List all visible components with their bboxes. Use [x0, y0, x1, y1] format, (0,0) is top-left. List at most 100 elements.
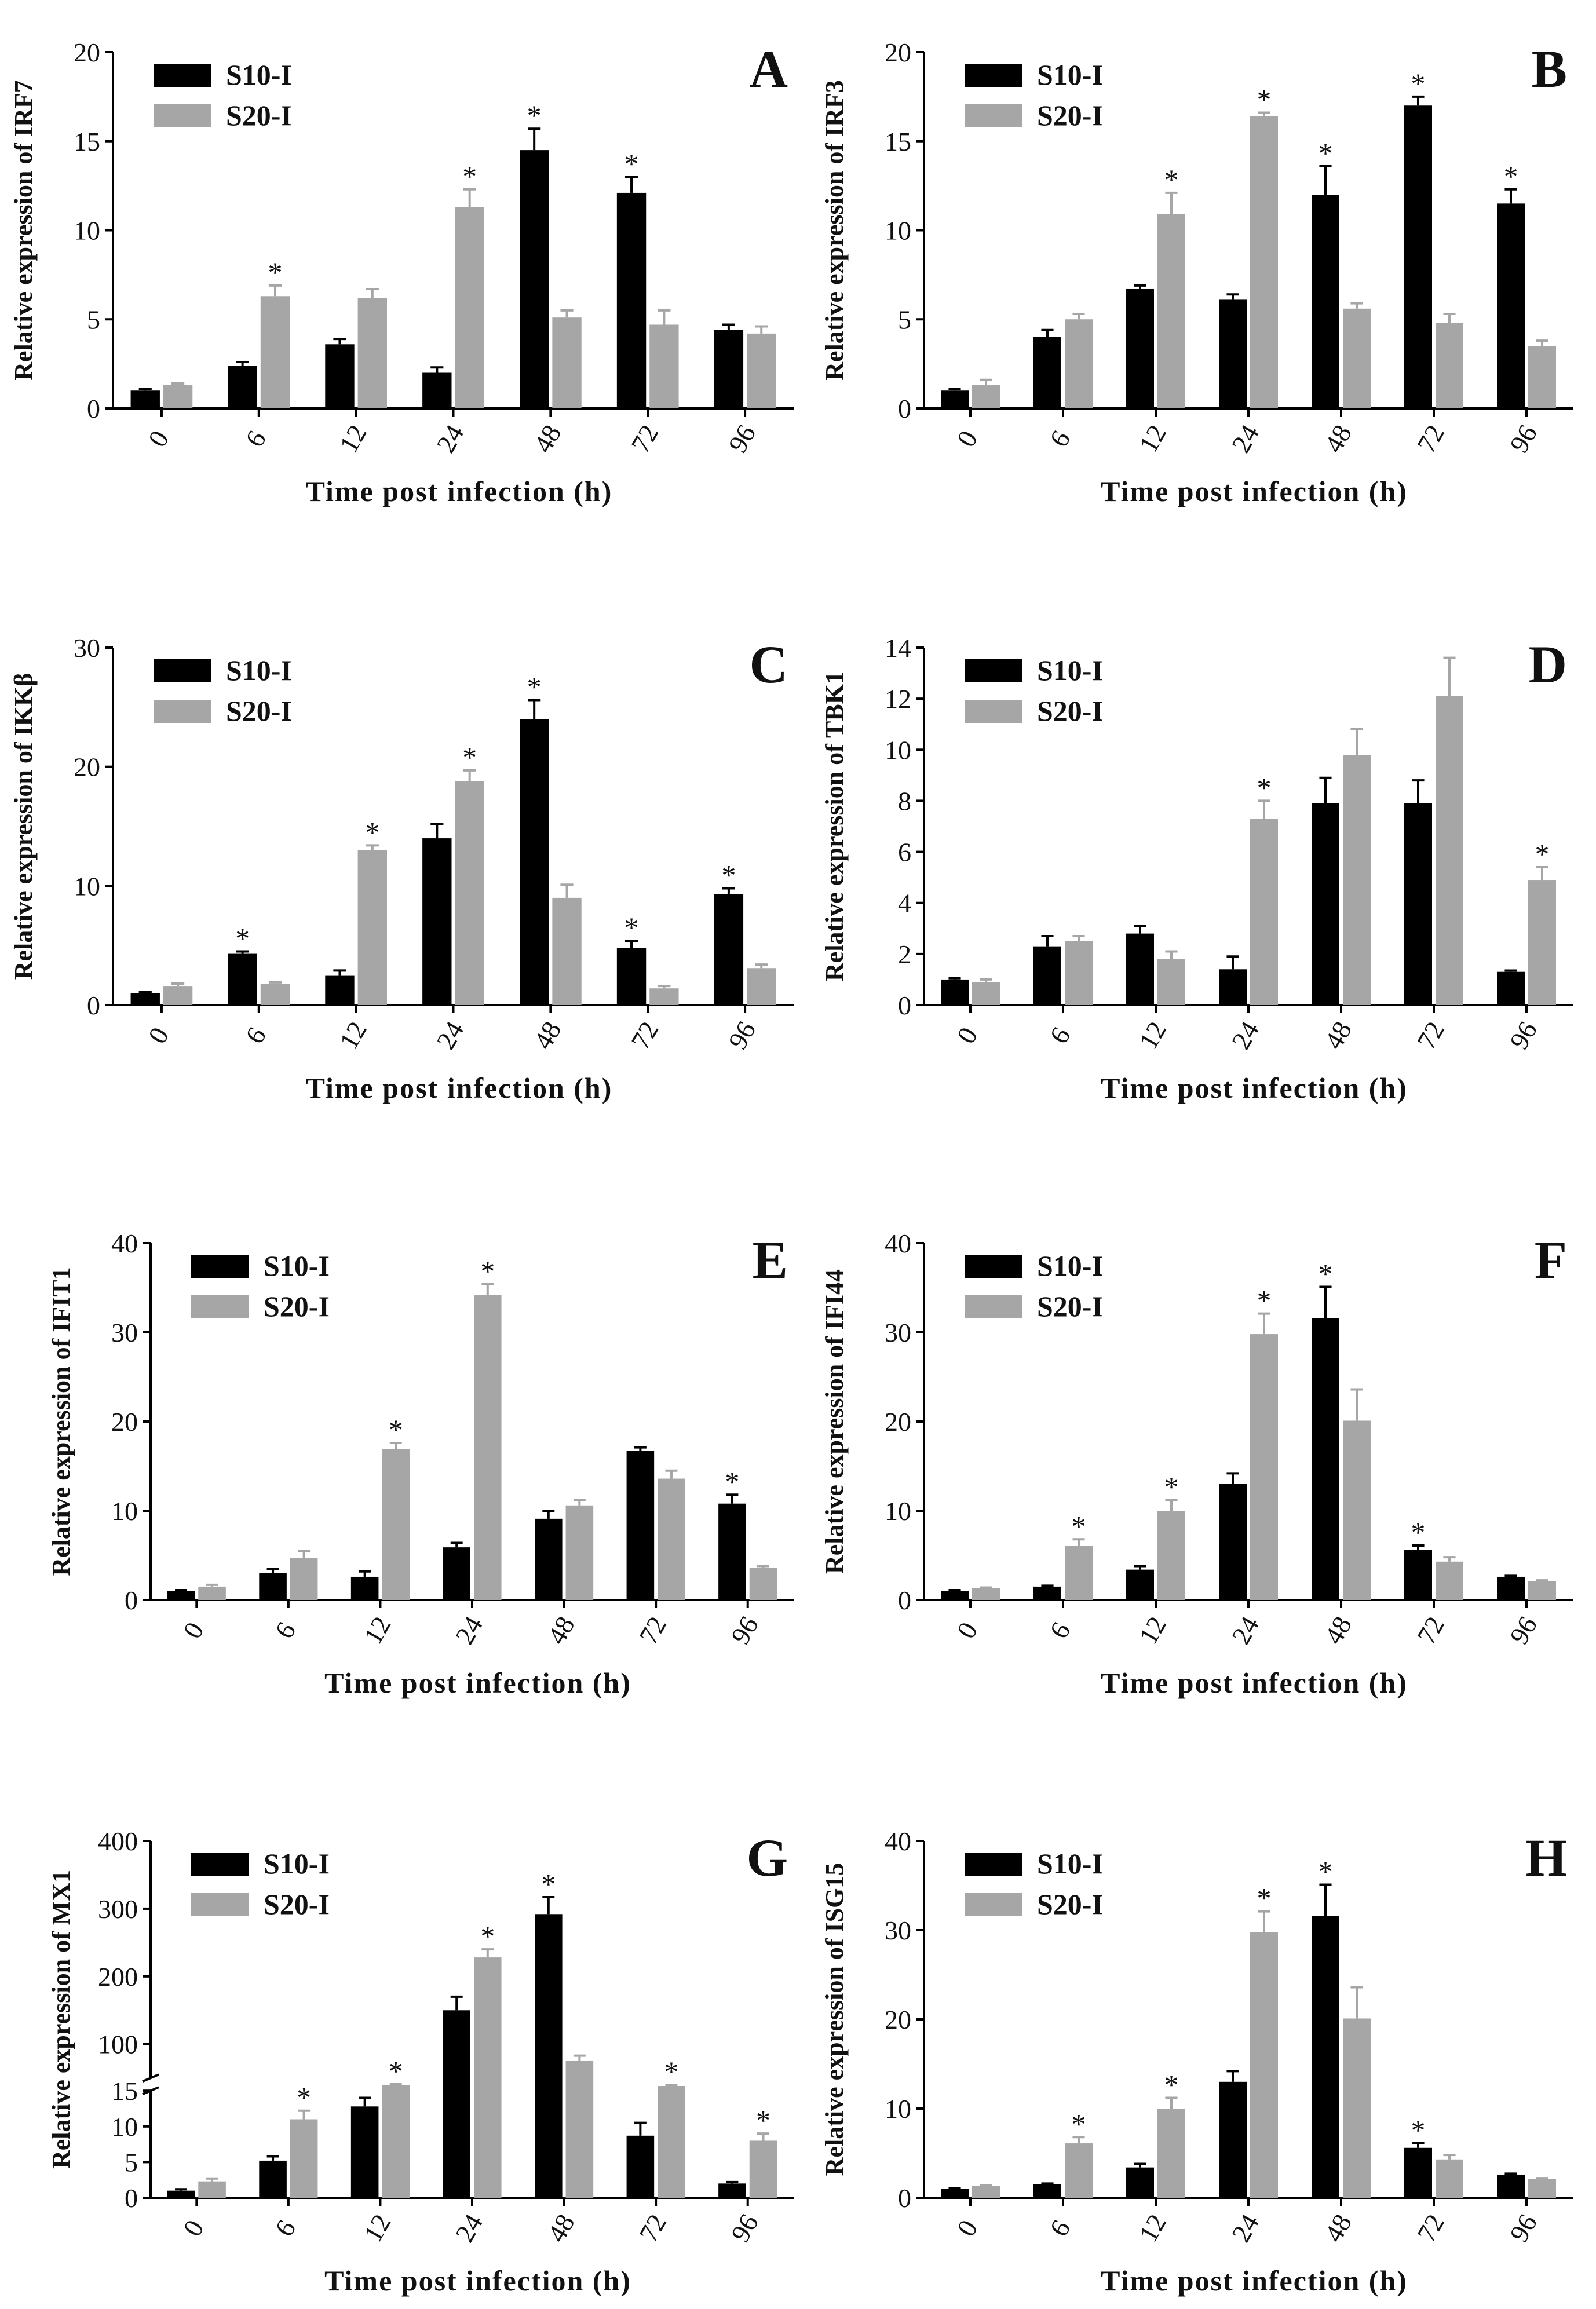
- legend-label-S10-I: S10-I: [1037, 1250, 1103, 1282]
- x-tick-label: 12: [1133, 1612, 1172, 1649]
- significance-star: *: [624, 911, 639, 944]
- bar-S10-I-48: [535, 1518, 563, 1600]
- x-tick-label: 0: [177, 1617, 210, 1643]
- bar-S20-I-96: [1528, 1581, 1556, 1600]
- x-tick-label: 48: [528, 420, 567, 458]
- bar-S10-I-12: [325, 344, 355, 408]
- bar-S10-I-72: [626, 1451, 655, 1600]
- legend-swatch-S10-I: [965, 1255, 1022, 1278]
- significance-star: *: [1257, 1284, 1272, 1317]
- x-tick-label: 72: [1411, 1017, 1450, 1054]
- x-tick-label: 48: [1319, 1017, 1357, 1054]
- bar-S10-I-72: [1404, 105, 1432, 408]
- y-axis-label: Relative expression of IRF3: [820, 80, 849, 381]
- y-tick-label: 10: [111, 2112, 138, 2142]
- x-tick-label: 0: [951, 426, 984, 452]
- significance-star: *: [389, 1413, 403, 1446]
- x-axis-label: Time post infection (h): [1101, 1667, 1408, 1699]
- x-tick-label: 0: [177, 2215, 210, 2241]
- legend-swatch-S10-I: [965, 64, 1022, 87]
- bar-S20-I-0: [972, 982, 1000, 1005]
- bar-S20-I-96: [1528, 2179, 1556, 2198]
- bar-S10-I-72: [1404, 2147, 1432, 2198]
- y-tick-label: 0: [125, 2183, 138, 2213]
- x-tick-label: 24: [1226, 1017, 1265, 1054]
- x-tick-label: 96: [722, 1017, 761, 1054]
- bar-S10-I-12: [1126, 1569, 1154, 1600]
- x-tick-label: 72: [1411, 420, 1450, 458]
- bar-S20-I-72: [649, 988, 679, 1005]
- panel-letter: G: [746, 1828, 788, 1887]
- x-tick-label: 48: [1319, 1612, 1357, 1649]
- bar-S20-I-96: [747, 333, 776, 408]
- bar-S10-I-12: [325, 975, 355, 1005]
- bar-S20-I-96: [749, 1568, 777, 1600]
- bar-S10-I-48: [535, 1914, 563, 2198]
- x-axis-label: Time post infection (h): [1101, 2264, 1408, 2297]
- bar-S20-I-24: [474, 1957, 502, 2198]
- legend-label-S20-I: S20-I: [1037, 695, 1103, 727]
- bar-S20-I-72: [1436, 1561, 1463, 1600]
- bar-S10-I-0: [941, 390, 969, 408]
- x-tick-label: 72: [625, 1017, 664, 1054]
- axis-break-mark: [142, 2073, 159, 2083]
- significance-star: *: [462, 741, 477, 773]
- significance-star: *: [1504, 160, 1518, 192]
- panel-F: 0 10 20 30 40 Relative expression of IFI44 0 6 *…: [820, 1229, 1573, 1699]
- x-tick-label: 24: [1226, 2209, 1265, 2247]
- significance-star: *: [1411, 1516, 1426, 1548]
- bar-S20-I-0: [198, 2181, 226, 2198]
- bar-S20-I-0: [163, 986, 193, 1005]
- bar-S20-I-6: [290, 2119, 318, 2198]
- x-tick-label: 0: [951, 1022, 984, 1048]
- bar-S20-I-12: [1157, 214, 1185, 408]
- significance-star: *: [268, 256, 282, 288]
- legend-swatch-S20-I: [965, 1893, 1022, 1916]
- bar-S20-I-48: [1343, 755, 1371, 1005]
- bar-S20-I-0: [972, 2186, 1000, 2198]
- x-axis-label: Time post infection (h): [306, 475, 613, 507]
- y-tick-label: 40: [111, 1229, 138, 1258]
- bar-S20-I-0: [163, 385, 193, 408]
- legend-swatch-S10-I: [965, 659, 1022, 682]
- y-tick-label: 20: [885, 38, 911, 67]
- bar-S20-I-48: [552, 317, 582, 408]
- legend-label-S10-I: S10-I: [226, 654, 292, 686]
- bar-S20-I-24: [455, 781, 484, 1005]
- y-tick-label: 30: [885, 1916, 911, 1945]
- bar-S10-I-24: [422, 838, 452, 1005]
- y-tick-label: 100: [98, 2030, 138, 2059]
- x-tick-label: 0: [143, 426, 175, 452]
- x-tick-label: 72: [625, 420, 664, 458]
- x-tick-label: 96: [1504, 420, 1543, 458]
- significance-star: *: [1164, 1471, 1179, 1503]
- bar-S10-I-0: [941, 979, 969, 1005]
- significance-star: *: [1257, 83, 1272, 116]
- significance-star: *: [1257, 771, 1272, 803]
- bar-S20-I-96: [1528, 880, 1556, 1005]
- bar-S10-I-0: [941, 2189, 969, 2198]
- bar-S10-I-96: [1497, 971, 1525, 1005]
- x-tick-label: 0: [143, 1022, 175, 1048]
- y-axis-label: Relative expression of ISG15: [820, 1863, 849, 2176]
- panel-letter: E: [753, 1230, 788, 1289]
- y-axis-label: Relative expression of IFI44: [820, 1269, 849, 1574]
- bar-S20-I-24: [474, 1295, 502, 1600]
- bar-S10-I-48: [520, 719, 549, 1005]
- y-tick-label: 20: [74, 38, 100, 67]
- y-tick-label: 10: [885, 2094, 911, 2124]
- bar-S10-I-12: [1126, 288, 1154, 408]
- bar-S10-I-72: [1404, 803, 1432, 1005]
- bar-S10-I-6: [1033, 1586, 1061, 1600]
- x-tick-label: 6: [269, 2215, 302, 2241]
- y-axis-label: Relative expression of MX1: [47, 1870, 75, 2169]
- y-tick-label: 40: [885, 1229, 911, 1258]
- x-axis-label: Time post infection (h): [324, 1667, 631, 1699]
- panel-letter: D: [1529, 635, 1567, 694]
- legend-swatch-S10-I: [191, 1255, 249, 1278]
- bar-S10-I-48: [520, 150, 549, 408]
- y-tick-label: 6: [898, 838, 911, 867]
- bar-S20-I-6: [260, 983, 290, 1005]
- bar-S10-I-6: [228, 366, 257, 408]
- y-tick-label: 0: [898, 394, 911, 423]
